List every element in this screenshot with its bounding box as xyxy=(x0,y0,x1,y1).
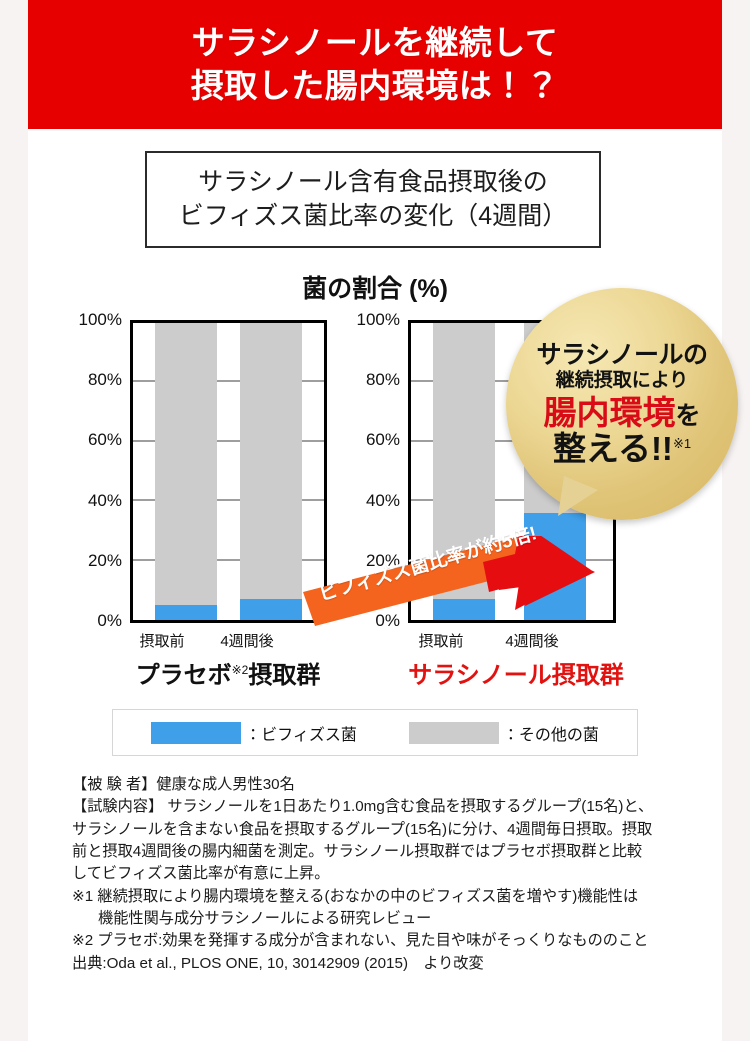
ytick-right-0: 0% xyxy=(375,611,400,630)
arrow-ribbon-icon xyxy=(303,522,595,626)
ytick-left-60: 60% xyxy=(87,430,122,449)
bar-segment-other xyxy=(155,323,217,620)
gridline-60 xyxy=(133,439,324,442)
bar-placebo-after xyxy=(240,323,302,620)
footnote-method-3: 前と摂取4週間後の腸内細菌を測定。サラシノール摂取群ではプラセボ摂取群と比較 xyxy=(72,843,643,861)
legend-swatch-other-icon xyxy=(408,721,499,744)
chart-title-line-2: ビフィズス菌比率の変化（4週間） xyxy=(178,201,568,230)
bar-segment-bifidus xyxy=(155,605,217,620)
footnote-method-2: サラシノールを含まない食品を摂取するグループ(15名)に分け、4週間毎日摂取。摂… xyxy=(72,820,653,838)
bar-segment-bifidus xyxy=(240,599,302,620)
badge-line-3: 腸内環境を xyxy=(543,393,701,431)
badge-line-3-black: を xyxy=(675,401,701,430)
xtick-placebo-after: 4週間後 xyxy=(220,633,274,650)
badge-tail-icon xyxy=(558,476,598,516)
badge-line-4-main: 整える!! xyxy=(552,429,673,467)
ytick-right-40: 40% xyxy=(365,491,400,510)
badge-line-4: 整える!!※1 xyxy=(552,429,692,467)
ytick-left-100: 100% xyxy=(78,310,122,329)
bar-placebo-before xyxy=(155,323,217,620)
gridline-40 xyxy=(133,499,324,502)
chart-title-box: サラシノール含有食品摂取後の ビフィズス菌比率の変化（4週間） xyxy=(145,151,601,248)
ytick-left-0: 0% xyxy=(97,611,122,630)
gridline-80 xyxy=(133,380,324,383)
group-label-placebo-suffix: 摂取群 xyxy=(248,662,321,689)
legend-item-bifidus: ：ビフィズス菌 xyxy=(151,721,357,745)
footnote-source: 出典:Oda et al., PLOS ONE, 10, 30142909 (2… xyxy=(72,954,484,972)
ytick-left-80: 80% xyxy=(87,370,122,389)
chart-legend: ：ビフィズス菌 ：その他の菌 xyxy=(112,709,638,756)
badge-circle-shape xyxy=(506,288,738,520)
ytick-left-20: 20% xyxy=(87,551,122,570)
xtick-salacinol-after: 4週間後 xyxy=(505,633,559,650)
group-label-placebo-name: プラセボ xyxy=(135,662,232,689)
group-label-placebo-note: ※2 xyxy=(231,663,249,677)
badge-line-3-red: 腸内環境 xyxy=(543,393,676,431)
chart-axis-heading: 菌の割合 (%) xyxy=(302,275,448,303)
group-label-salacinol: サラシノール摂取群 xyxy=(408,662,624,689)
xtick-placebo-before: 摂取前 xyxy=(139,633,185,650)
footnote-method-1: 【試験内容】 サラシノールを1日あたり1.0mg含む食品を摂取するグループ(15… xyxy=(72,798,654,816)
footnote-method-4: してビフィズス菌比率が有意に上昇。 xyxy=(72,865,330,883)
footnote-note1-a: ※1 継続摂取により腸内環境を整える(おなかの中のビフィズス菌を増やす)機能性は xyxy=(72,887,639,905)
legend-swatch-bifidus-icon xyxy=(151,721,242,744)
ytick-right-60: 60% xyxy=(365,430,400,449)
header-title-line-1: サラシノールを継続して xyxy=(191,24,559,62)
ytick-right-100: 100% xyxy=(356,310,400,329)
ytick-left-40: 40% xyxy=(87,491,122,510)
content-card: サラシノールを継続して 摂取した腸内環境は！？ サラシノール含有食品摂取後の ビ… xyxy=(28,0,738,1041)
badge-text-block: サラシノールの 継続摂取により 腸内環境を 整える!!※1 xyxy=(506,288,738,520)
legend-label-other: ：その他の菌 xyxy=(502,726,599,744)
charts-container: 100% 80% 60% 40% 20% 0% 摂取前 4週間後 プラセボ※2摂… xyxy=(28,0,738,1041)
bar-segment-other xyxy=(240,323,302,620)
ytick-right-80: 80% xyxy=(365,370,400,389)
footnote-subjects: 【被 験 者】健康な成人男性30名 xyxy=(72,776,295,793)
ytick-right-20: 20% xyxy=(365,551,400,570)
gridline-20 xyxy=(133,558,324,561)
bar-segment-bifidus xyxy=(433,599,495,620)
xtick-salacinol-before: 摂取前 xyxy=(418,633,464,650)
chart-title-line-1: サラシノール含有食品摂取後の xyxy=(198,168,548,197)
footnotes: 【被 験 者】健康な成人男性30名 【試験内容】 サラシノールを1日あたり1.0… xyxy=(72,774,692,975)
badge-line-4-note: ※1 xyxy=(672,435,692,451)
plot-placebo xyxy=(130,320,327,623)
badge-line-2: 継続摂取により xyxy=(555,369,689,391)
group-label-placebo: プラセボ※2摂取群 xyxy=(88,655,368,690)
header-banner: サラシノールを継続して 摂取した腸内環境は！？ xyxy=(28,0,722,129)
legend-item-other: ：その他の菌 xyxy=(408,721,599,745)
footnote-note2: ※2 プラセボ:効果を発揮する成分が含まれない、見た目や味がそっくりなもののこと xyxy=(72,932,649,950)
header-title-line-2: 摂取した腸内環境は！？ xyxy=(190,66,560,104)
footnote-note1-b: 機能性関与成分サラシノールによる研究レビュー xyxy=(98,910,432,928)
badge-line-1: サラシノールの xyxy=(536,340,708,369)
arrow-annotation: ビフィズス菌比率が約5倍! xyxy=(303,522,623,632)
legend-label-bifidus: ：ビフィズス菌 xyxy=(245,726,357,744)
gridline-40 xyxy=(411,499,613,502)
gold-badge: サラシノールの 継続摂取により 腸内環境を 整える!!※1 xyxy=(506,288,738,520)
